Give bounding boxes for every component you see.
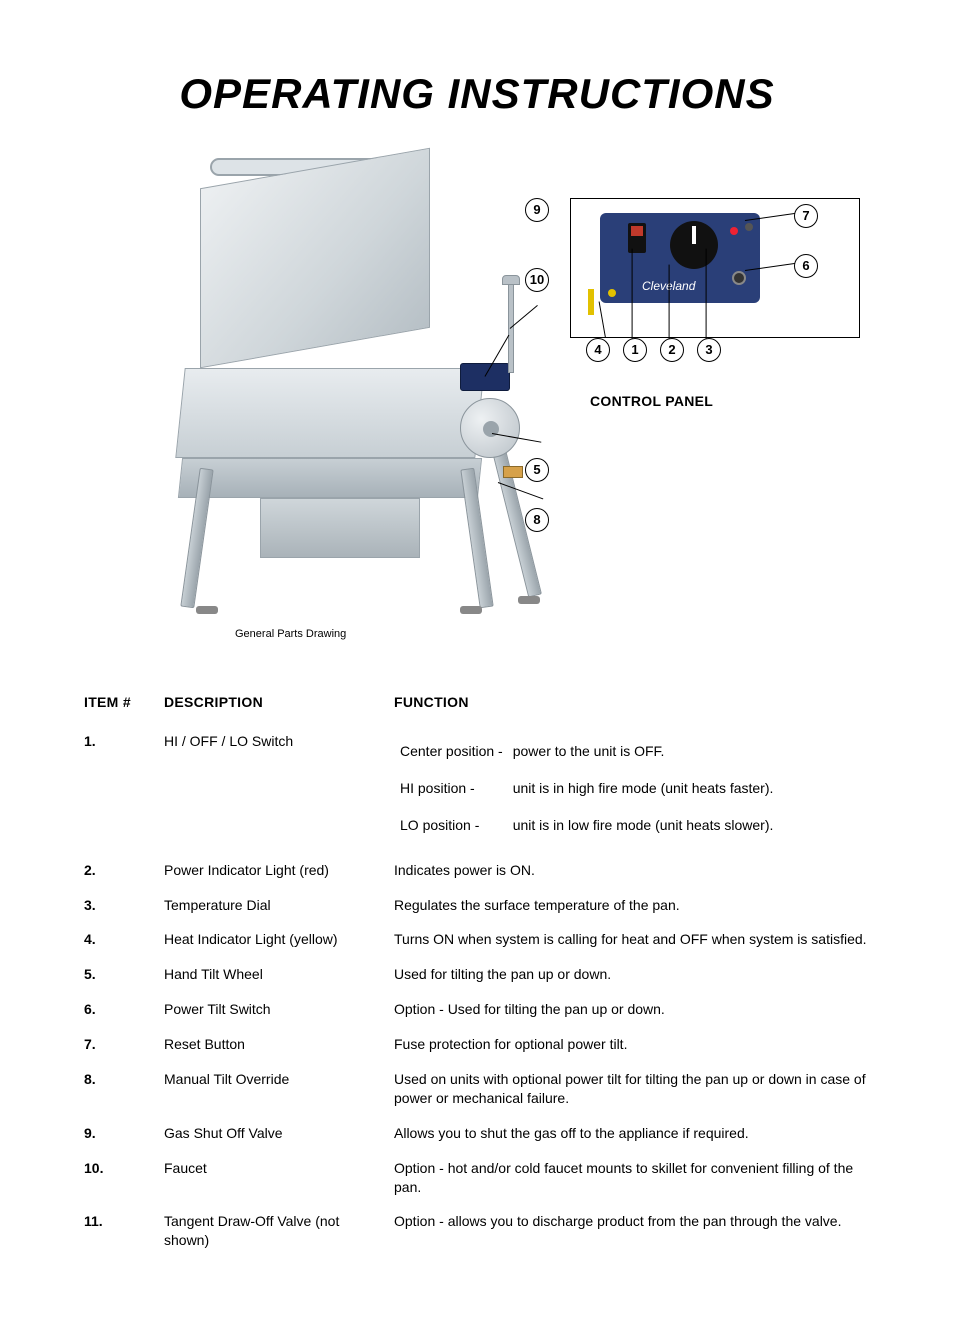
- power-led-icon: [730, 227, 738, 235]
- item-num: 8.: [80, 1062, 160, 1116]
- switch-positions: Center position -power to the unit is OF…: [394, 732, 779, 845]
- item-desc: Reset Button: [160, 1027, 390, 1062]
- item-num: 5.: [80, 957, 160, 992]
- item-num: 4.: [80, 922, 160, 957]
- table-row: 11. Tangent Draw-Off Valve (not shown) O…: [80, 1204, 874, 1258]
- callout-1: 1: [623, 338, 647, 362]
- col-desc: DESCRIPTION: [160, 688, 390, 724]
- item-func: Center position -power to the unit is OF…: [390, 724, 874, 853]
- heat-led-icon: [608, 289, 616, 297]
- control-panel: Cleveland: [600, 213, 760, 303]
- parts-table: ITEM # DESCRIPTION FUNCTION 1. HI / OFF …: [80, 688, 874, 1258]
- callout-4: 4: [586, 338, 610, 362]
- underbox: [260, 498, 420, 558]
- item-num: 3.: [80, 888, 160, 923]
- foot: [518, 596, 540, 604]
- callout-2: 2: [660, 338, 684, 362]
- power-tilt-switch-icon: [732, 271, 746, 285]
- page: OPERATING INSTRUCTIONS General Parts Dra…: [0, 0, 954, 1318]
- callout-10: 10: [525, 268, 549, 292]
- item-func: Turns ON when system is calling for heat…: [390, 922, 874, 957]
- callout-3: 3: [697, 338, 721, 362]
- item-desc: Tangent Draw-Off Valve (not shown): [160, 1204, 390, 1258]
- item-func: Fuse protection for optional power tilt.: [390, 1027, 874, 1062]
- item-func: Indicates power is ON.: [390, 853, 874, 888]
- item-func: Option - hot and/or cold faucet mounts t…: [390, 1151, 874, 1205]
- pos-label: Center position -: [396, 734, 507, 769]
- skillet-drawing: [140, 168, 540, 628]
- item-desc: Power Indicator Light (red): [160, 853, 390, 888]
- col-item: ITEM #: [80, 688, 160, 724]
- leg: [460, 468, 493, 609]
- table-row: 10. Faucet Option - hot and/or cold fauc…: [80, 1151, 874, 1205]
- table-row: 5. Hand Tilt Wheel Used for tilting the …: [80, 957, 874, 992]
- item-desc: Heat Indicator Light (yellow): [160, 922, 390, 957]
- callout-7: 7: [794, 204, 818, 228]
- item-desc: HI / OFF / LO Switch: [160, 724, 390, 853]
- item-func: Regulates the surface temperature of the…: [390, 888, 874, 923]
- item-func: Allows you to shut the gas off to the ap…: [390, 1116, 874, 1151]
- temperature-dial-icon: [670, 221, 718, 269]
- foot: [460, 606, 482, 614]
- item-desc: Faucet: [160, 1151, 390, 1205]
- lid: [200, 148, 430, 369]
- leader-line: [631, 249, 632, 339]
- callout-6: 6: [794, 254, 818, 278]
- callout-8: 8: [525, 508, 549, 532]
- pos-text: power to the unit is OFF.: [509, 734, 778, 769]
- callout-9: 9: [525, 198, 549, 222]
- item-desc: Gas Shut Off Valve: [160, 1116, 390, 1151]
- pos-text: unit is in low fire mode (unit heats slo…: [509, 808, 778, 843]
- item-num: 7.: [80, 1027, 160, 1062]
- callout-5: 5: [525, 458, 549, 482]
- heat-indicator-bar-icon: [588, 289, 594, 315]
- item-desc: Hand Tilt Wheel: [160, 957, 390, 992]
- figure-area: General Parts Drawing 9 10 5 8 Cleveland…: [80, 168, 874, 658]
- table-body: 1. HI / OFF / LO Switch Center position …: [80, 724, 874, 1258]
- figure-caption: General Parts Drawing: [235, 628, 346, 640]
- item-num: 11.: [80, 1204, 160, 1258]
- table-row: 3. Temperature Dial Regulates the surfac…: [80, 888, 874, 923]
- pos-label: LO position -: [396, 808, 507, 843]
- item-desc: Power Tilt Switch: [160, 992, 390, 1027]
- item-desc: Manual Tilt Override: [160, 1062, 390, 1116]
- control-panel-label: CONTROL PANEL: [590, 393, 713, 409]
- item-func: Used for tilting the pan up or down.: [390, 957, 874, 992]
- item-func: Used on units with optional power tilt f…: [390, 1062, 874, 1116]
- foot: [196, 606, 218, 614]
- table-row: 4. Heat Indicator Light (yellow) Turns O…: [80, 922, 874, 957]
- table-row: 8. Manual Tilt Override Used on units wi…: [80, 1062, 874, 1116]
- col-func: FUNCTION: [390, 688, 874, 724]
- gas-valve-icon: [503, 466, 523, 478]
- table-header-row: ITEM # DESCRIPTION FUNCTION: [80, 688, 874, 724]
- pos-label: HI position -: [396, 771, 507, 806]
- item-num: 1.: [80, 724, 160, 853]
- pos-text: unit is in high fire mode (unit heats fa…: [509, 771, 778, 806]
- table-row: 6. Power Tilt Switch Option - Used for t…: [80, 992, 874, 1027]
- table-row: 7. Reset Button Fuse protection for opti…: [80, 1027, 874, 1062]
- item-func: Option - allows you to discharge product…: [390, 1204, 874, 1258]
- leader-line: [668, 265, 669, 341]
- leader-line: [705, 249, 706, 339]
- item-num: 6.: [80, 992, 160, 1027]
- item-num: 9.: [80, 1116, 160, 1151]
- table-row: 2. Power Indicator Light (red) Indicates…: [80, 853, 874, 888]
- item-desc: Temperature Dial: [160, 888, 390, 923]
- page-title: OPERATING INSTRUCTIONS: [80, 70, 874, 118]
- tilt-wheel-icon: [460, 398, 520, 458]
- pan-body: [175, 368, 484, 458]
- item-num: 10.: [80, 1151, 160, 1205]
- reset-button-icon: [745, 223, 753, 231]
- item-func: Option - Used for tilting the pan up or …: [390, 992, 874, 1027]
- pan-front: [178, 458, 482, 498]
- item-num: 2.: [80, 853, 160, 888]
- table-row: 9. Gas Shut Off Valve Allows you to shut…: [80, 1116, 874, 1151]
- table-row: 1. HI / OFF / LO Switch Center position …: [80, 724, 874, 853]
